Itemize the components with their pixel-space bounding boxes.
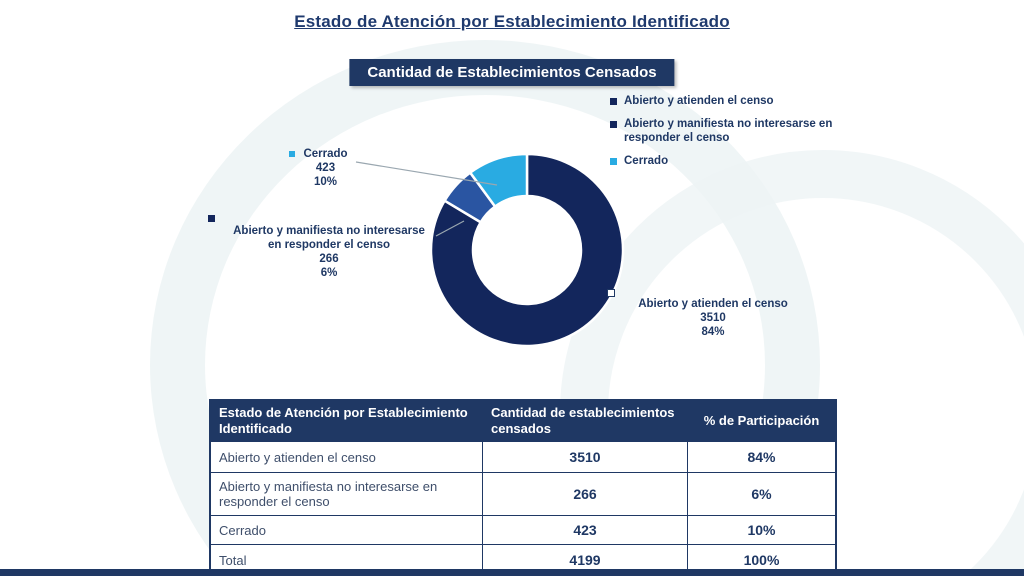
legend-item-no-interesa: Abierto y manifiesta no interesarse en r… [610,117,860,145]
table-row: Abierto y atienden el censo 3510 84% [210,441,836,473]
row-pct: 10% [687,515,836,545]
callout-no-interesa: Abierto y manifiesta no interesarse en r… [220,224,438,280]
callout-atienden: Abierto y atienden el censo 3510 84% [628,297,798,339]
row-count: 3510 [482,441,688,473]
callout-no-interesa-pct: 6% [320,267,338,279]
marker-no-interesa-icon [208,215,215,222]
row-label: Abierto y atienden el censo [210,441,483,473]
stats-table: Estado de Atención por Establecimiento I… [209,399,837,576]
callout-no-interesa-value: 266 [319,253,339,265]
legend-label: Abierto y manifiesta no interesarse en r… [624,118,833,144]
marker-atienden-icon [607,289,615,297]
legend-item-atienden: Abierto y atienden el censo [610,94,860,108]
row-label: Cerrado [210,515,483,545]
callout-cerrado-value: 423 [315,162,336,174]
legend-label: Abierto y atienden el censo [624,95,774,107]
legend-swatch-navy-icon [610,98,617,105]
callout-cerrado-name: Cerrado [303,148,348,160]
callout-no-interesa-line2: en responder el censo [267,239,391,251]
callout-no-interesa-line1: Abierto y manifiesta no interesarse [233,225,425,237]
callout-atienden-name: Abierto y atienden el censo [638,298,788,310]
table-row: Abierto y manifiesta no interesarse en r… [210,472,836,516]
callout-atienden-pct: 84% [701,326,725,338]
donut-slice-0 [429,152,625,348]
marker-cerrado-icon [289,151,295,157]
table-header-cantidad: Cantidad de establecimientos censados [482,400,688,442]
table-row: Cerrado 423 10% [210,515,836,545]
chart-title: Cantidad de Establecimientos Censados [349,59,675,86]
bottom-accent-bar [0,569,1024,576]
table-header-estado: Estado de Atención por Establecimiento I… [210,400,483,442]
callout-cerrado-pct: 10% [313,176,338,188]
callout-cerrado: Cerrado 423 10% [278,147,373,189]
callout-atienden-value: 3510 [700,312,726,324]
row-pct: 84% [687,441,836,473]
legend-swatch-medium-icon [610,121,617,128]
legend-label: Cerrado [624,155,669,167]
legend-item-cerrado: Cerrado [610,154,860,168]
row-pct: 6% [687,472,836,516]
row-count: 423 [482,515,688,545]
legend-swatch-cyan-icon [610,158,617,165]
row-label: Abierto y manifiesta no interesarse en r… [210,472,483,516]
donut-svg [429,152,625,348]
donut-chart [420,143,634,357]
table-header-participacion: % de Participación [687,400,836,442]
chart-legend: Abierto y atienden el censo Abierto y ma… [610,94,860,177]
table-header-row: Estado de Atención por Establecimiento I… [210,400,836,442]
page-title: Estado de Atención por Establecimiento I… [294,12,730,31]
row-count: 266 [482,472,688,516]
